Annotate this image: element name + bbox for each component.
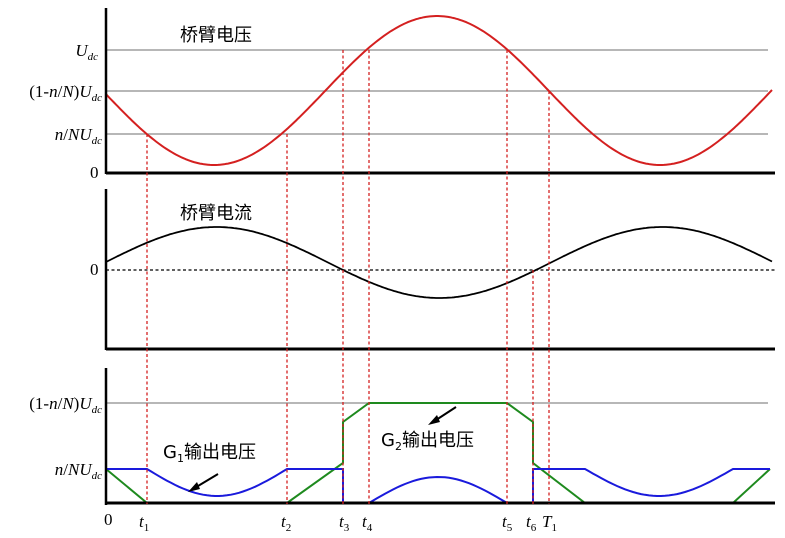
arm-voltage-curve [105,15,773,166]
voltage-panel: 桥臂电压 Udc (1-n/N)Udc n/NUdc 0 [29,8,775,182]
current-panel: 桥臂电流 0 [90,189,775,351]
g2-arrow [428,406,457,425]
voltage-ylabel-zero: 0 [90,163,99,182]
voltage-panel-title: 桥臂电压 [180,25,252,46]
time-label-t5: t5 [502,512,513,534]
gate-ylabel-lower: n/NUdc [55,460,102,482]
time-label-0: 0 [104,510,113,529]
voltage-ylabel-upper: (1-n/N)Udc [29,82,102,104]
g1-arrow [188,473,219,492]
g1-output-voltage-curve [106,468,770,504]
current-panel-title: 桥臂电流 [180,203,252,224]
voltage-ylabel-lower: n/NUdc [55,125,102,147]
gate-panel: (1-n/N)Udc n/NUdc G1输出电压 G2输出电压 [29,368,775,505]
time-label-t3: t3 [339,512,350,534]
time-marker-lines [146,50,550,504]
time-label-t4: t4 [362,512,373,534]
time-label-T1: T1 [542,512,557,534]
g1-label: G1输出电压 [163,442,256,465]
current-ylabel-zero: 0 [90,260,99,279]
time-label-t6: t6 [526,512,537,534]
gate-ylabel-upper: (1-n/N)Udc [29,394,102,416]
arm-current-curve [105,226,773,299]
g2-label: G2输出电压 [381,430,474,453]
time-label-t2: t2 [281,512,291,534]
voltage-ylabel-udc: Udc [75,41,98,63]
time-axis-labels: 0 t1 t2 t3 t4 t5 t6 T1 [104,510,557,534]
time-label-t1: t1 [139,512,149,534]
